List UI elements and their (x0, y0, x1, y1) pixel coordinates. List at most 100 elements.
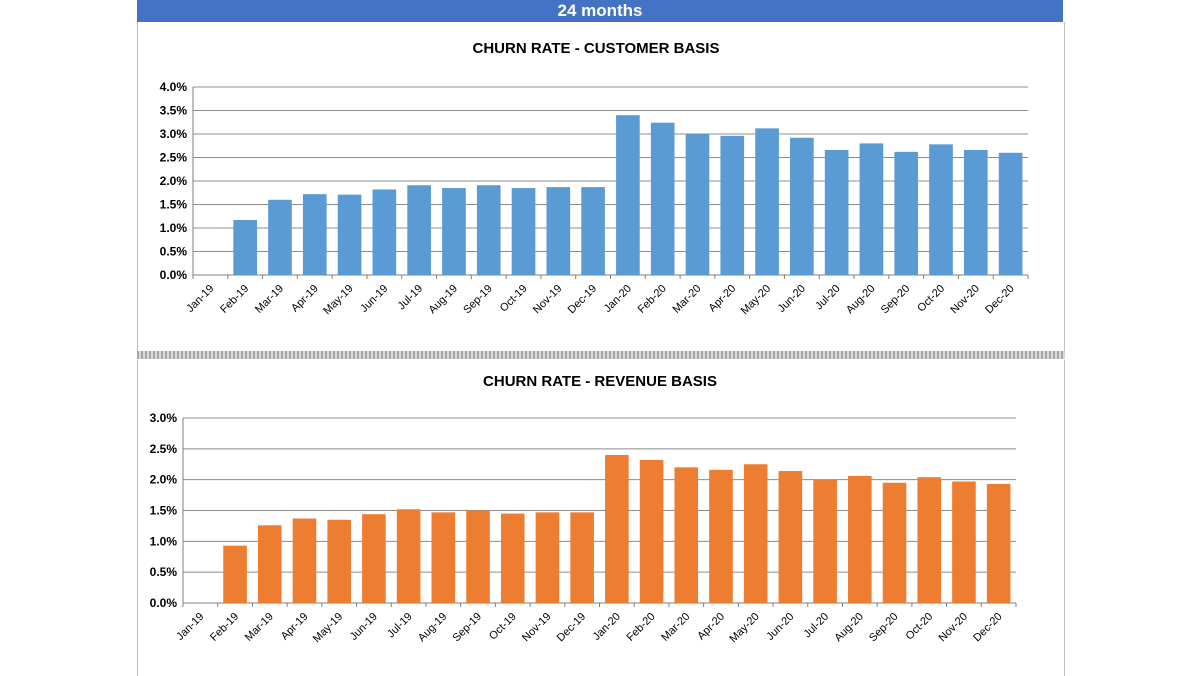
customer-x-tick-label: Apr-19 (289, 283, 321, 315)
customer-x-tick-label: Aug-19 (426, 283, 460, 317)
customer-bar (476, 185, 501, 275)
customer-x-tick-label: Jun-20 (776, 283, 808, 315)
customer-bar (616, 115, 640, 275)
revenue-bar (639, 459, 664, 603)
revenue-x-tick-label: Feb-19 (208, 611, 241, 644)
customer-bar (790, 137, 814, 275)
customer-bar (859, 143, 884, 275)
revenue-bar (674, 467, 699, 603)
revenue-bar (396, 509, 421, 603)
customer-chart-panel (137, 22, 1065, 352)
customer-x-tick-label: Jul-20 (813, 283, 843, 313)
revenue-x-tick-label: Nov-20 (936, 611, 970, 645)
revenue-x-tick-label: Sep-20 (867, 611, 901, 645)
revenue-x-tick-label: Nov-19 (520, 611, 554, 645)
customer-x-tick-label: Feb-20 (636, 283, 669, 316)
customer-x-tick-label: Jan-20 (602, 283, 634, 315)
customer-x-tick-label: Jul-19 (396, 283, 426, 313)
revenue-chart-panel (137, 360, 1065, 676)
revenue-bar (466, 510, 490, 603)
revenue-y-tick-label: 2.0% (150, 473, 178, 487)
revenue-bar (986, 483, 1011, 603)
revenue-y-tick-label: 1.5% (150, 504, 178, 518)
revenue-bar (362, 514, 386, 603)
customer-x-tick-label: Sep-19 (461, 283, 495, 317)
customer-bar (302, 194, 327, 275)
customer-y-tick-label: 3.0% (160, 127, 188, 141)
revenue-x-tick-label: Dec-19 (555, 611, 589, 645)
revenue-x-tick-label: Aug-19 (416, 611, 450, 645)
revenue-bar (570, 512, 594, 603)
customer-x-tick-label: Sep-20 (879, 283, 913, 317)
customer-bar (720, 135, 745, 275)
revenue-bar (882, 482, 907, 603)
customer-x-tick-label: Nov-20 (948, 283, 982, 317)
customer-bar (546, 187, 571, 275)
revenue-bar (813, 479, 837, 603)
customer-y-tick-label: 4.0% (160, 80, 188, 94)
customer-y-tick-label: 1.5% (160, 198, 188, 212)
customer-x-tick-label: Dec-20 (983, 283, 1017, 317)
customer-churn-chart: 0.0% 0.5% 1.0% 1.5% 2.0% 2.5% 3.0% 3.5% 4.0% Jan-… (160, 80, 1029, 317)
customer-bar (685, 134, 710, 275)
customer-y-tick-label: 0.5% (160, 245, 188, 259)
customer-x-tick-label: Jun-19 (358, 283, 390, 315)
customer-bar (372, 189, 397, 275)
revenue-x-tick-label: Aug-20 (832, 611, 866, 645)
revenue-bar (917, 477, 942, 603)
revenue-x-tick-label: Oct-19 (487, 611, 519, 643)
revenue-bar (431, 512, 456, 603)
customer-x-tick-label: Jan-19 (184, 283, 216, 315)
revenue-x-tick-label: Mar-19 (243, 611, 276, 644)
revenue-y-tick-label: 3.0% (150, 411, 178, 425)
customer-bar (998, 152, 1023, 275)
customer-x-tick-label: Apr-20 (707, 283, 739, 315)
revenue-x-tick-label: Apr-20 (695, 611, 727, 643)
customer-x-tick-label: Dec-19 (566, 283, 600, 317)
customer-y-tick-label: 2.5% (160, 151, 188, 165)
customer-bar (963, 149, 988, 275)
revenue-bar (778, 471, 803, 603)
customer-bar (894, 151, 919, 275)
revenue-x-tick-label: Apr-19 (279, 611, 311, 643)
customer-bar (755, 128, 779, 275)
customer-x-tick-label: May-19 (321, 283, 355, 317)
customer-y-tick-label: 2.0% (160, 174, 188, 188)
revenue-y-tick-label: 1.0% (150, 534, 178, 548)
revenue-x-tick-label: Dec-20 (971, 611, 1005, 645)
revenue-bar (535, 512, 560, 603)
revenue-churn-chart: 0.0% 0.5% 1.0% 1.5% 2.0% 2.5% 3.0% Jan-19 Feb-19… (150, 411, 1017, 645)
revenue-y-tick-label: 0.0% (150, 596, 178, 610)
customer-x-tick-label: May-20 (739, 283, 773, 317)
revenue-x-tick-label: Jan-20 (591, 611, 623, 643)
customer-bar (581, 187, 605, 275)
period-header: 24 months (137, 0, 1063, 22)
revenue-x-tick-label: Feb-20 (625, 611, 658, 644)
revenue-bar (292, 518, 317, 603)
revenue-x-tick-label: Mar-20 (659, 611, 692, 644)
panel-separator (137, 351, 1065, 359)
revenue-bar (327, 519, 351, 603)
customer-bar (929, 144, 953, 275)
revenue-y-tick-label: 0.5% (150, 565, 178, 579)
revenue-bar (223, 545, 247, 603)
customer-bar (268, 199, 292, 275)
revenue-bar (952, 481, 976, 603)
customer-y-tick-label: 1.0% (160, 221, 188, 235)
revenue-x-tick-label: Jul-19 (385, 611, 415, 641)
customer-bar (511, 188, 536, 275)
revenue-bar (743, 464, 768, 603)
customer-x-tick-label: Aug-20 (844, 283, 878, 317)
customer-y-tick-label: 3.5% (160, 104, 188, 118)
revenue-x-tick-label: Jun-19 (348, 611, 380, 643)
revenue-bar (848, 475, 872, 603)
customer-bar (337, 194, 362, 275)
customer-y-tick-label: 0.0% (160, 268, 188, 282)
customer-bar (824, 149, 849, 275)
customer-x-tick-label: Oct-20 (915, 283, 947, 315)
revenue-bar (500, 513, 525, 603)
customer-x-tick-label: Mar-19 (253, 283, 286, 316)
customer-x-tick-label: Oct-19 (498, 283, 530, 315)
revenue-x-tick-label: Jan-19 (174, 611, 206, 643)
